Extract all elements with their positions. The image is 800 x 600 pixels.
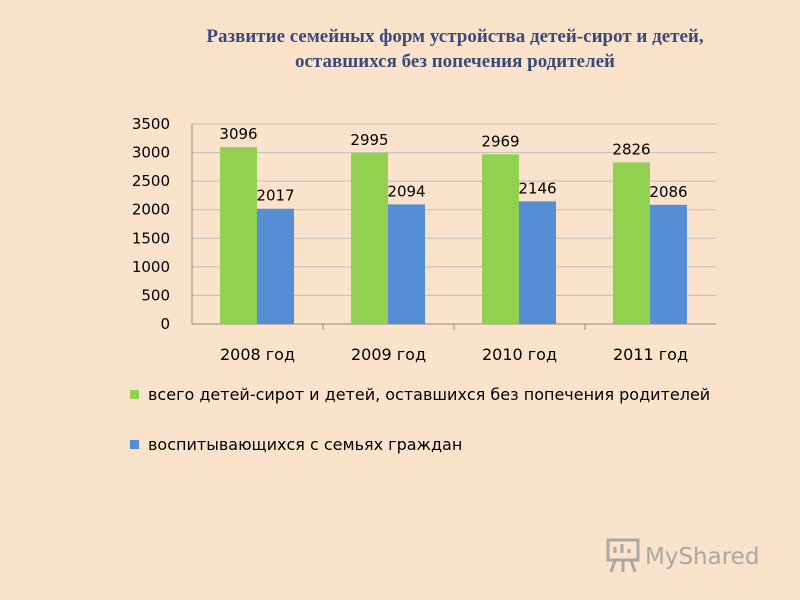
y-tick-label: 500 <box>141 286 170 304</box>
x-category-label: 2011 год <box>613 345 688 364</box>
data-label: 2969 <box>481 132 519 150</box>
y-tick-label: 2500 <box>132 172 170 190</box>
y-tick-label: 1500 <box>132 229 170 247</box>
data-label: 2086 <box>649 183 687 201</box>
legend-label: воспитывающихся с семьях граждан <box>148 435 462 454</box>
data-label: 2826 <box>612 141 650 159</box>
y-tick-label: 1000 <box>132 258 170 276</box>
y-tick-label: 2000 <box>132 201 170 219</box>
x-category-label: 2010 год <box>482 345 557 364</box>
y-tick-label: 3000 <box>132 144 170 162</box>
bar <box>220 147 257 324</box>
presentation-icon <box>606 538 640 573</box>
myshared-logo: MyShared <box>606 538 759 573</box>
y-tick-label: 3500 <box>132 115 170 133</box>
bar <box>613 162 650 324</box>
chart-title-line2: оставшихся без попечения родителей <box>294 51 616 72</box>
y-tick-label: 0 <box>160 315 170 333</box>
x-category-label: 2009 год <box>351 345 426 364</box>
data-label: 3096 <box>219 125 257 143</box>
bar <box>519 201 556 324</box>
x-category-label: 2008 год <box>220 345 295 364</box>
data-label: 2094 <box>387 182 425 200</box>
legend-label: всего детей-сирот и детей, оставшихся бе… <box>148 385 710 404</box>
bar <box>650 204 687 324</box>
bar <box>388 204 425 324</box>
chart-title: Развитие семейных форм устройства детей-… <box>110 24 800 74</box>
data-label: 2146 <box>518 179 556 197</box>
data-label: 2995 <box>350 131 388 149</box>
legend-swatch <box>130 390 139 399</box>
watermark-text: MyShared <box>645 544 759 570</box>
bar <box>482 154 519 324</box>
bar <box>351 152 388 324</box>
bar <box>257 208 294 324</box>
legend-swatch <box>130 440 139 449</box>
data-label: 2017 <box>256 187 294 205</box>
chart-title-line1: Развитие семейных форм устройства детей-… <box>206 26 704 47</box>
